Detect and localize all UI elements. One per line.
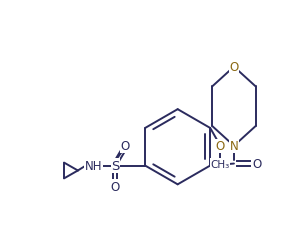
Text: CH₃: CH₃: [210, 159, 230, 169]
Text: NH: NH: [85, 160, 102, 172]
Text: S: S: [111, 160, 120, 172]
Text: N: N: [230, 140, 238, 153]
Text: O: O: [215, 140, 225, 153]
Text: O: O: [111, 180, 120, 193]
Text: O: O: [229, 61, 239, 74]
Text: O: O: [252, 158, 261, 170]
Text: O: O: [121, 140, 130, 153]
